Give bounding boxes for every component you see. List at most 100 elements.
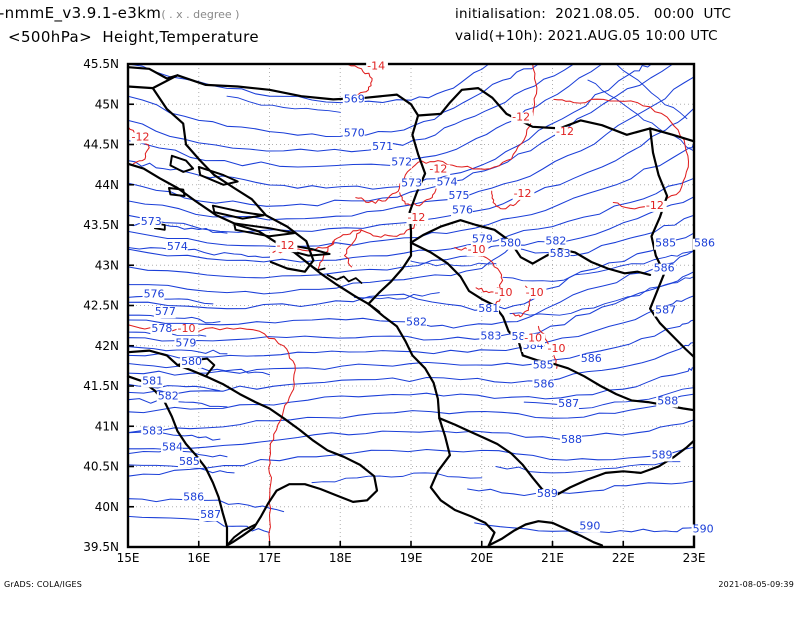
height-contour-label: 579 [472,233,493,246]
height-contour-label-group: 574 [435,176,457,189]
height-contour-label-group: 575 [447,189,469,203]
height-contour-label: 578 [151,322,172,335]
x-axis-tick-label: 21E [541,551,564,565]
x-axis-tick-label: 15E [117,551,140,565]
height-contour-label-group: 589 [535,487,558,501]
temperature-contour--12 [343,229,363,268]
label-mask [177,456,200,468]
label-mask [493,287,516,299]
height-contour-label: 586 [654,262,675,275]
albania-east-border [438,417,554,499]
y-axis-tick-label: 44N [95,178,119,192]
temperature-contour-label: -12 [512,110,530,123]
serbia-south-border [409,219,652,276]
axis-ticks [127,63,695,548]
height-contour-label-group: 582 [156,390,179,403]
label-mask [451,205,473,217]
label-mask [371,142,393,154]
y-axis-tick-label: 41N [95,419,119,433]
label-mask [523,333,545,345]
label-mask [180,357,202,369]
height-contour-571 [127,63,575,153]
label-mask [578,521,601,533]
height-contour-label: 582 [158,390,179,403]
temperature-contour-label: -12 [132,130,150,143]
y-axis-tick-label: 43N [95,258,119,272]
height-contour-label: 590 [693,523,714,536]
label-mask [390,157,412,169]
temperature-contour-label-group: -10 [466,243,489,257]
label-mask [342,94,365,106]
model-units-text: ( . x . degree ) [161,8,240,21]
height-contour-label: 576 [144,287,165,300]
temperature-contour-label-group: -14 [366,60,388,73]
label-mask [153,307,176,319]
height-contour-585 [127,464,235,474]
label-mask [557,398,579,410]
x-axis-tick-label: 18E [329,551,352,565]
temperature-contour-label-group: -10 [176,322,199,336]
temperature-contour-label: -12 [277,239,295,252]
kvarner-detail [326,274,363,284]
height-contour-label: 581 [142,374,163,387]
label-mask [479,331,502,343]
north-border [126,74,696,143]
temperature-contour-label: -10 [524,332,542,345]
height-contour-label: 585 [655,237,676,250]
height-contour-label-group: 581 [141,374,163,388]
y-axis-tick-label: 42N [95,339,119,353]
x-axis-tick-label: 22E [612,551,635,565]
height-contour-label-group: 581 [477,302,499,315]
label-mask [366,61,388,73]
height-contour-label: 582 [406,316,427,329]
height-contour-label: 581 [478,302,499,315]
y-axis-tick-label: 40.5N [83,460,119,474]
label-mask [160,442,183,454]
temperature-contour-label: -12 [556,125,574,138]
height-contour-label: 584 [162,440,183,453]
y-axis-tick-label: 40N [95,500,119,514]
label-mask [176,324,199,336]
height-contour-label-group: 571 [371,140,393,154]
label-mask [174,338,197,350]
temperature-contour-label-group: -12 [644,199,667,212]
height-contour-label-group: 574 [165,240,188,253]
height-contour-577 [127,314,221,324]
height-contour-label-group: 586 [182,490,204,504]
label-mask [531,360,554,372]
height-contour-label-group: 585 [654,237,676,250]
height-contour-label-group: 573 [400,176,422,190]
height-contour-581 [127,232,695,311]
label-mask [400,178,422,190]
temperature-contour-label-group: -12 [275,239,298,253]
height-contour-label-group: 589 [650,448,673,462]
height-contour-label-group: 583 [479,329,502,343]
height-contour-minor [615,63,688,120]
height-contour-label: 58 [511,330,525,343]
label-mask [524,287,547,299]
height-contour-label: 577 [155,305,176,318]
label-mask [510,332,526,344]
level-and-field-label: <500hPa> Height,Temperature [8,28,259,46]
label-mask [544,236,567,248]
label-mask [165,241,188,253]
label-mask [511,112,533,124]
label-mask [512,188,535,200]
label-mask [535,489,558,501]
height-contour-label-group: 582 [405,316,427,329]
height-contour-label: 587 [200,508,221,521]
height-contour-label-group: 577 [153,305,176,319]
height-contour-label-group: 587 [557,397,579,410]
label-mask [435,177,458,189]
label-mask [275,241,298,253]
label-mask [405,317,427,329]
height-contour-580 [127,214,695,295]
label-mask [555,126,577,138]
height-contour-label-group: 585 [531,358,554,372]
initialisation-time-label: initialisation: 2021.08.05. 00:00 UTC [455,6,732,22]
label-mask [656,396,679,408]
height-contour-label-group: 579 [174,337,196,350]
y-axis-tick-label: 45.5N [83,57,119,71]
label-mask [342,128,365,140]
